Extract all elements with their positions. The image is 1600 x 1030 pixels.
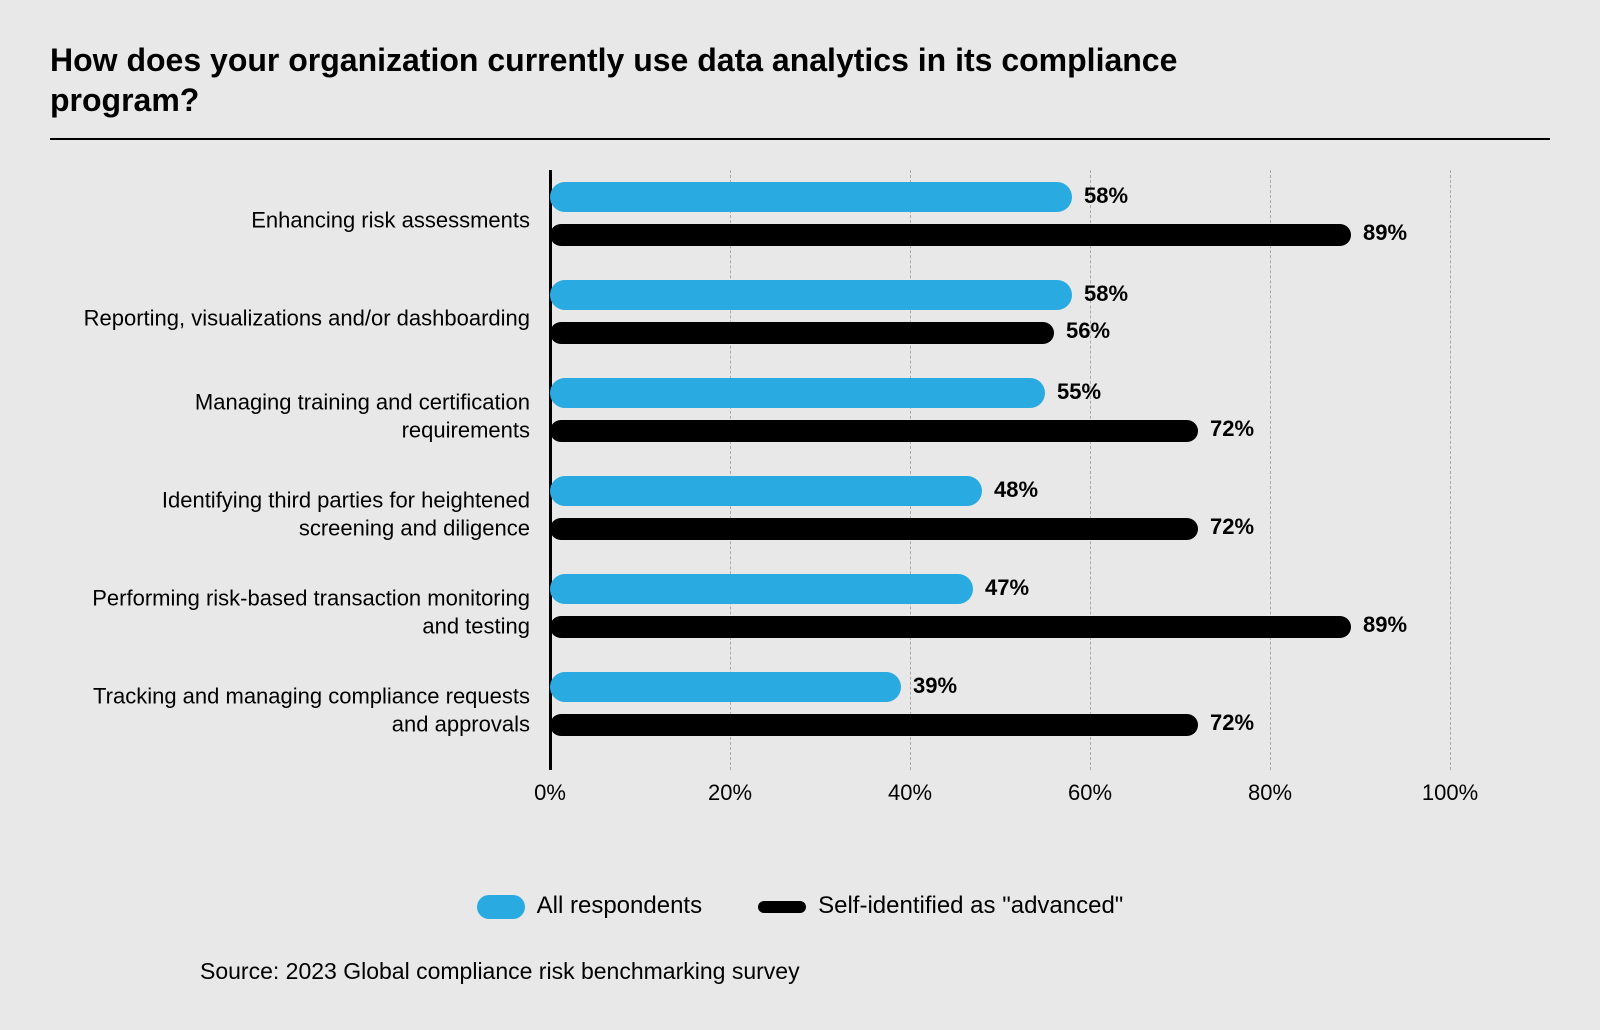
x-tick-label: 80% xyxy=(1248,780,1292,806)
category-row: Enhancing risk assessments58%89% xyxy=(550,180,1450,260)
bar-value-label: 39% xyxy=(913,673,957,699)
bar-value-label: 58% xyxy=(1084,281,1128,307)
legend: All respondents Self-identified as "advan… xyxy=(0,891,1600,920)
bar-all xyxy=(550,378,1045,408)
bar-value-label: 47% xyxy=(985,575,1029,601)
bar-value-label: 89% xyxy=(1363,612,1407,638)
category-row: Performing risk-based transaction monito… xyxy=(550,572,1450,652)
legend-item: Self-identified as "advanced" xyxy=(758,892,1123,920)
bar-value-label: 55% xyxy=(1057,379,1101,405)
x-tick-label: 40% xyxy=(888,780,932,806)
bar-advanced xyxy=(550,322,1054,344)
category-label: Managing training and certification requ… xyxy=(70,389,550,444)
category-row: Managing training and certification requ… xyxy=(550,376,1450,456)
bar-value-label: 72% xyxy=(1210,416,1254,442)
category-label: Identifying third parties for heightened… xyxy=(70,487,550,542)
chart-title: How does your organization currently use… xyxy=(50,40,1250,120)
gridline xyxy=(1450,170,1451,770)
bar-value-label: 89% xyxy=(1363,220,1407,246)
bar-advanced xyxy=(550,420,1198,442)
legend-label: Self-identified as "advanced" xyxy=(818,892,1123,919)
category-row: Tracking and managing compliance request… xyxy=(550,670,1450,750)
x-tick-label: 0% xyxy=(534,780,566,806)
bar-advanced xyxy=(550,714,1198,736)
bar-all xyxy=(550,574,973,604)
legend-swatch xyxy=(477,895,525,919)
category-label: Performing risk-based transaction monito… xyxy=(70,585,550,640)
bar-all xyxy=(550,280,1072,310)
x-tick-label: 100% xyxy=(1422,780,1478,806)
x-tick-label: 60% xyxy=(1068,780,1112,806)
legend-label: All respondents xyxy=(537,892,702,919)
bar-advanced xyxy=(550,518,1198,540)
bar-value-label: 56% xyxy=(1066,318,1110,344)
bar-all xyxy=(550,476,982,506)
bar-value-label: 48% xyxy=(994,477,1038,503)
legend-swatch xyxy=(758,901,806,913)
title-rule xyxy=(50,138,1550,140)
bar-value-label: 72% xyxy=(1210,514,1254,540)
chart: 0% 20% 40% 60% 80% 100% Enhancing risk assessm… xyxy=(50,170,1550,830)
category-label: Tracking and managing compliance request… xyxy=(70,683,550,738)
source-text: Source: 2023 Global compliance risk benc… xyxy=(200,958,800,985)
bar-advanced xyxy=(550,616,1351,638)
category-label: Enhancing risk assessments xyxy=(70,206,550,234)
legend-item: All respondents xyxy=(477,892,702,920)
category-row: Identifying third parties for heightened… xyxy=(550,474,1450,554)
category-row: Reporting, visualizations and/or dashboa… xyxy=(550,278,1450,358)
page: How does your organization currently use… xyxy=(0,0,1600,1030)
bar-advanced xyxy=(550,224,1351,246)
category-label: Reporting, visualizations and/or dashboa… xyxy=(70,304,550,332)
bar-all xyxy=(550,672,901,702)
bar-all xyxy=(550,182,1072,212)
plot-area: 0%20%40%60%80%100%Enhancing risk assessm… xyxy=(550,170,1450,770)
bar-value-label: 72% xyxy=(1210,710,1254,736)
bar-value-label: 58% xyxy=(1084,183,1128,209)
x-tick-label: 20% xyxy=(708,780,752,806)
